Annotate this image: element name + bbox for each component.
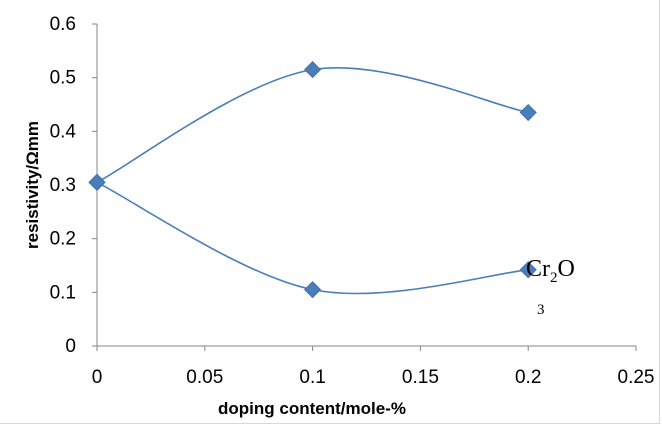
series-1-point [304,281,322,299]
annotation-sub1: 2 [550,270,558,286]
y-tick-label: 0.3 [50,175,76,196]
series-0-line [96,67,529,184]
annotation-tail: O [558,256,575,282]
x-tick-label: 0.05 [186,367,223,388]
cr2o3-annotation: Cr2O 3 [526,256,575,318]
y-tick-label: 0.2 [50,229,76,250]
series-1-line [96,181,529,295]
y-tick-label: 0.4 [50,121,77,142]
x-tick-label: 0.25 [618,367,655,388]
series-0-point [519,103,537,122]
x-tick-label: 0 [92,367,103,388]
annotation-main: Cr [526,256,550,282]
y-tick-label: 0.1 [50,282,76,303]
axes: 0 0.05 0.1 0.15 0.2 0.25 0 0.1 0.2 0.3 0.4 0.5 0.6 [50,14,655,388]
x-tick-label: 0.1 [299,367,325,388]
y-axis-title: resistivity/Ωmm [23,121,42,249]
x-tick-label: 0.15 [402,367,439,388]
svg-text:Cr2O: Cr2O [526,256,575,286]
y-tick-label: 0.6 [50,14,76,35]
series-1-point [88,173,106,191]
y-tick-label: 0.5 [50,68,76,89]
x-axis-title: doping content/mole-% [218,399,406,418]
series-1-point [519,261,537,279]
series-0-point [304,61,322,79]
x-tick-label: 0.2 [515,367,541,388]
annotation-sub2: 3 [537,302,545,318]
y-tick-label: 0 [65,336,76,357]
series-layer [88,61,537,299]
